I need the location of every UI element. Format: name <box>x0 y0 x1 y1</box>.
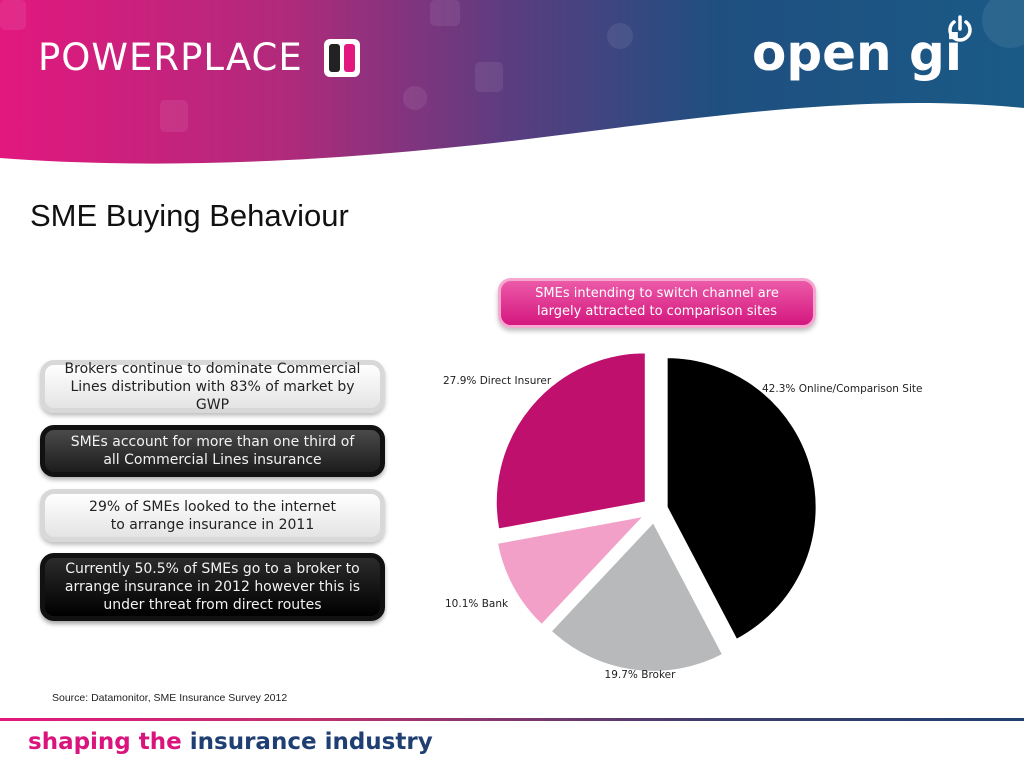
bullet-pill-brokers: Brokers continue to dominate Commercial … <box>40 360 385 413</box>
pie-label-3: 27.9% Direct Insurer <box>443 375 552 387</box>
pie-slice-3 <box>494 351 647 531</box>
tagline-part-two: insurance industry <box>189 729 433 755</box>
bullet-text: Brokers continue to dominate Commercial … <box>64 360 361 413</box>
footer-divider <box>0 718 1024 721</box>
bullet-pill-broker-threat: Currently 50.5% of SMEs go to a broker t… <box>40 553 385 621</box>
callout-text: SMEs intending to switch channel are lar… <box>535 286 779 319</box>
opengi-logo-text: open gi <box>752 24 962 82</box>
pie-slice-1 <box>549 520 725 673</box>
source-note: Source: Datamonitor, SME Insurance Surve… <box>52 692 288 704</box>
pie-label-2: 10.1% Bank <box>445 598 509 610</box>
bullet-text: Currently 50.5% of SMEs go to a broker t… <box>64 561 361 613</box>
bullet-text: SMEs account for more than one third of … <box>70 434 355 468</box>
slide-title: SME Buying Behaviour <box>30 198 349 233</box>
pie-slice-2 <box>495 514 648 627</box>
tagline-part-one: shaping the <box>28 729 182 755</box>
power-icon <box>948 15 972 42</box>
powerplace-logo-text: POWERPLACE <box>38 36 303 79</box>
pie-label-0: 42.3% Online/Comparison Site <box>762 383 922 395</box>
header-banner <box>0 0 1024 164</box>
pie-chart: 42.3% Online/Comparison Site 19.7% Broker… <box>443 351 922 681</box>
bullet-pill-smes-share: SMEs account for more than one third of … <box>40 425 385 477</box>
bullet-pill-internet: 29% of SMEs looked to the internet to ar… <box>40 489 385 542</box>
callout-badge: SMEs intending to switch channel are lar… <box>498 278 816 328</box>
pie-slice-0 <box>665 356 818 642</box>
pie-label-1: 19.7% Broker <box>605 669 677 681</box>
bullet-text: 29% of SMEs looked to the internet to ar… <box>89 498 336 533</box>
powerplace-mark-icon <box>324 39 360 77</box>
footer-tagline: shaping the insurance industry <box>28 729 433 755</box>
